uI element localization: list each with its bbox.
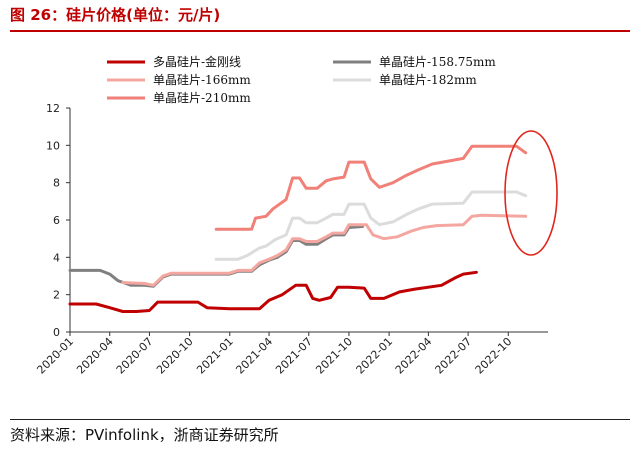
series-line-2 — [68, 225, 364, 288]
y-tick-label: 0 — [53, 326, 60, 339]
x-tick-label: 2021-10 — [313, 335, 355, 377]
figure-source: 资料来源：PVinfolink，浙商证券研究所 — [10, 426, 279, 444]
y-tick-label: 10 — [46, 139, 60, 152]
legend-label-3: 单晶硅片-166mm — [153, 73, 251, 87]
chart-legend: 多晶硅片-金刚线 单晶硅片-158.75mm 单晶硅片-166mm 单晶硅片-182m… — [107, 54, 496, 105]
legend-label-4: 单晶硅片-182mm — [379, 73, 477, 87]
legend-label-5: 单晶硅片-210mm — [153, 91, 251, 105]
series-line-4 — [214, 190, 528, 261]
title-rule — [10, 30, 630, 32]
series-line-3 — [121, 213, 528, 287]
x-tick-label: 2022-01 — [354, 335, 396, 377]
x-tick-label: 2022-04 — [393, 335, 435, 377]
x-tick-label: 2021-04 — [233, 335, 275, 377]
x-tick-label: 2021-07 — [273, 335, 315, 377]
highlight-ellipse — [504, 130, 558, 256]
y-tick-label: 4 — [53, 251, 60, 264]
x-tick-label: 2020-04 — [74, 335, 116, 377]
x-tick-label: 2022-07 — [433, 335, 475, 377]
x-tick-label: 2020-01 — [34, 335, 76, 377]
x-tick-label: 2022-10 — [473, 335, 515, 377]
y-tick-label: 12 — [46, 102, 60, 115]
price-line-chart: 多晶硅片-金刚线 单晶硅片-158.75mm 单晶硅片-166mm 单晶硅片-182m… — [34, 54, 558, 377]
x-tick-label: 2020-07 — [114, 335, 156, 377]
x-tick-label: 2020-10 — [154, 335, 196, 377]
y-tick-label: 8 — [53, 177, 60, 190]
legend-label-1: 多晶硅片-金刚线 — [153, 54, 241, 69]
series-line-5 — [214, 144, 528, 231]
source-rule — [10, 419, 630, 420]
series-line-1 — [68, 270, 478, 313]
x-tick-label: 2021-01 — [194, 335, 236, 377]
chart-series — [68, 144, 528, 313]
figure-title: 图 26：硅片价格(单位：元/片) — [10, 6, 221, 24]
y-tick-label: 6 — [53, 214, 60, 227]
y-tick-label: 2 — [53, 289, 60, 302]
legend-label-2: 单晶硅片-158.75mm — [379, 55, 496, 69]
